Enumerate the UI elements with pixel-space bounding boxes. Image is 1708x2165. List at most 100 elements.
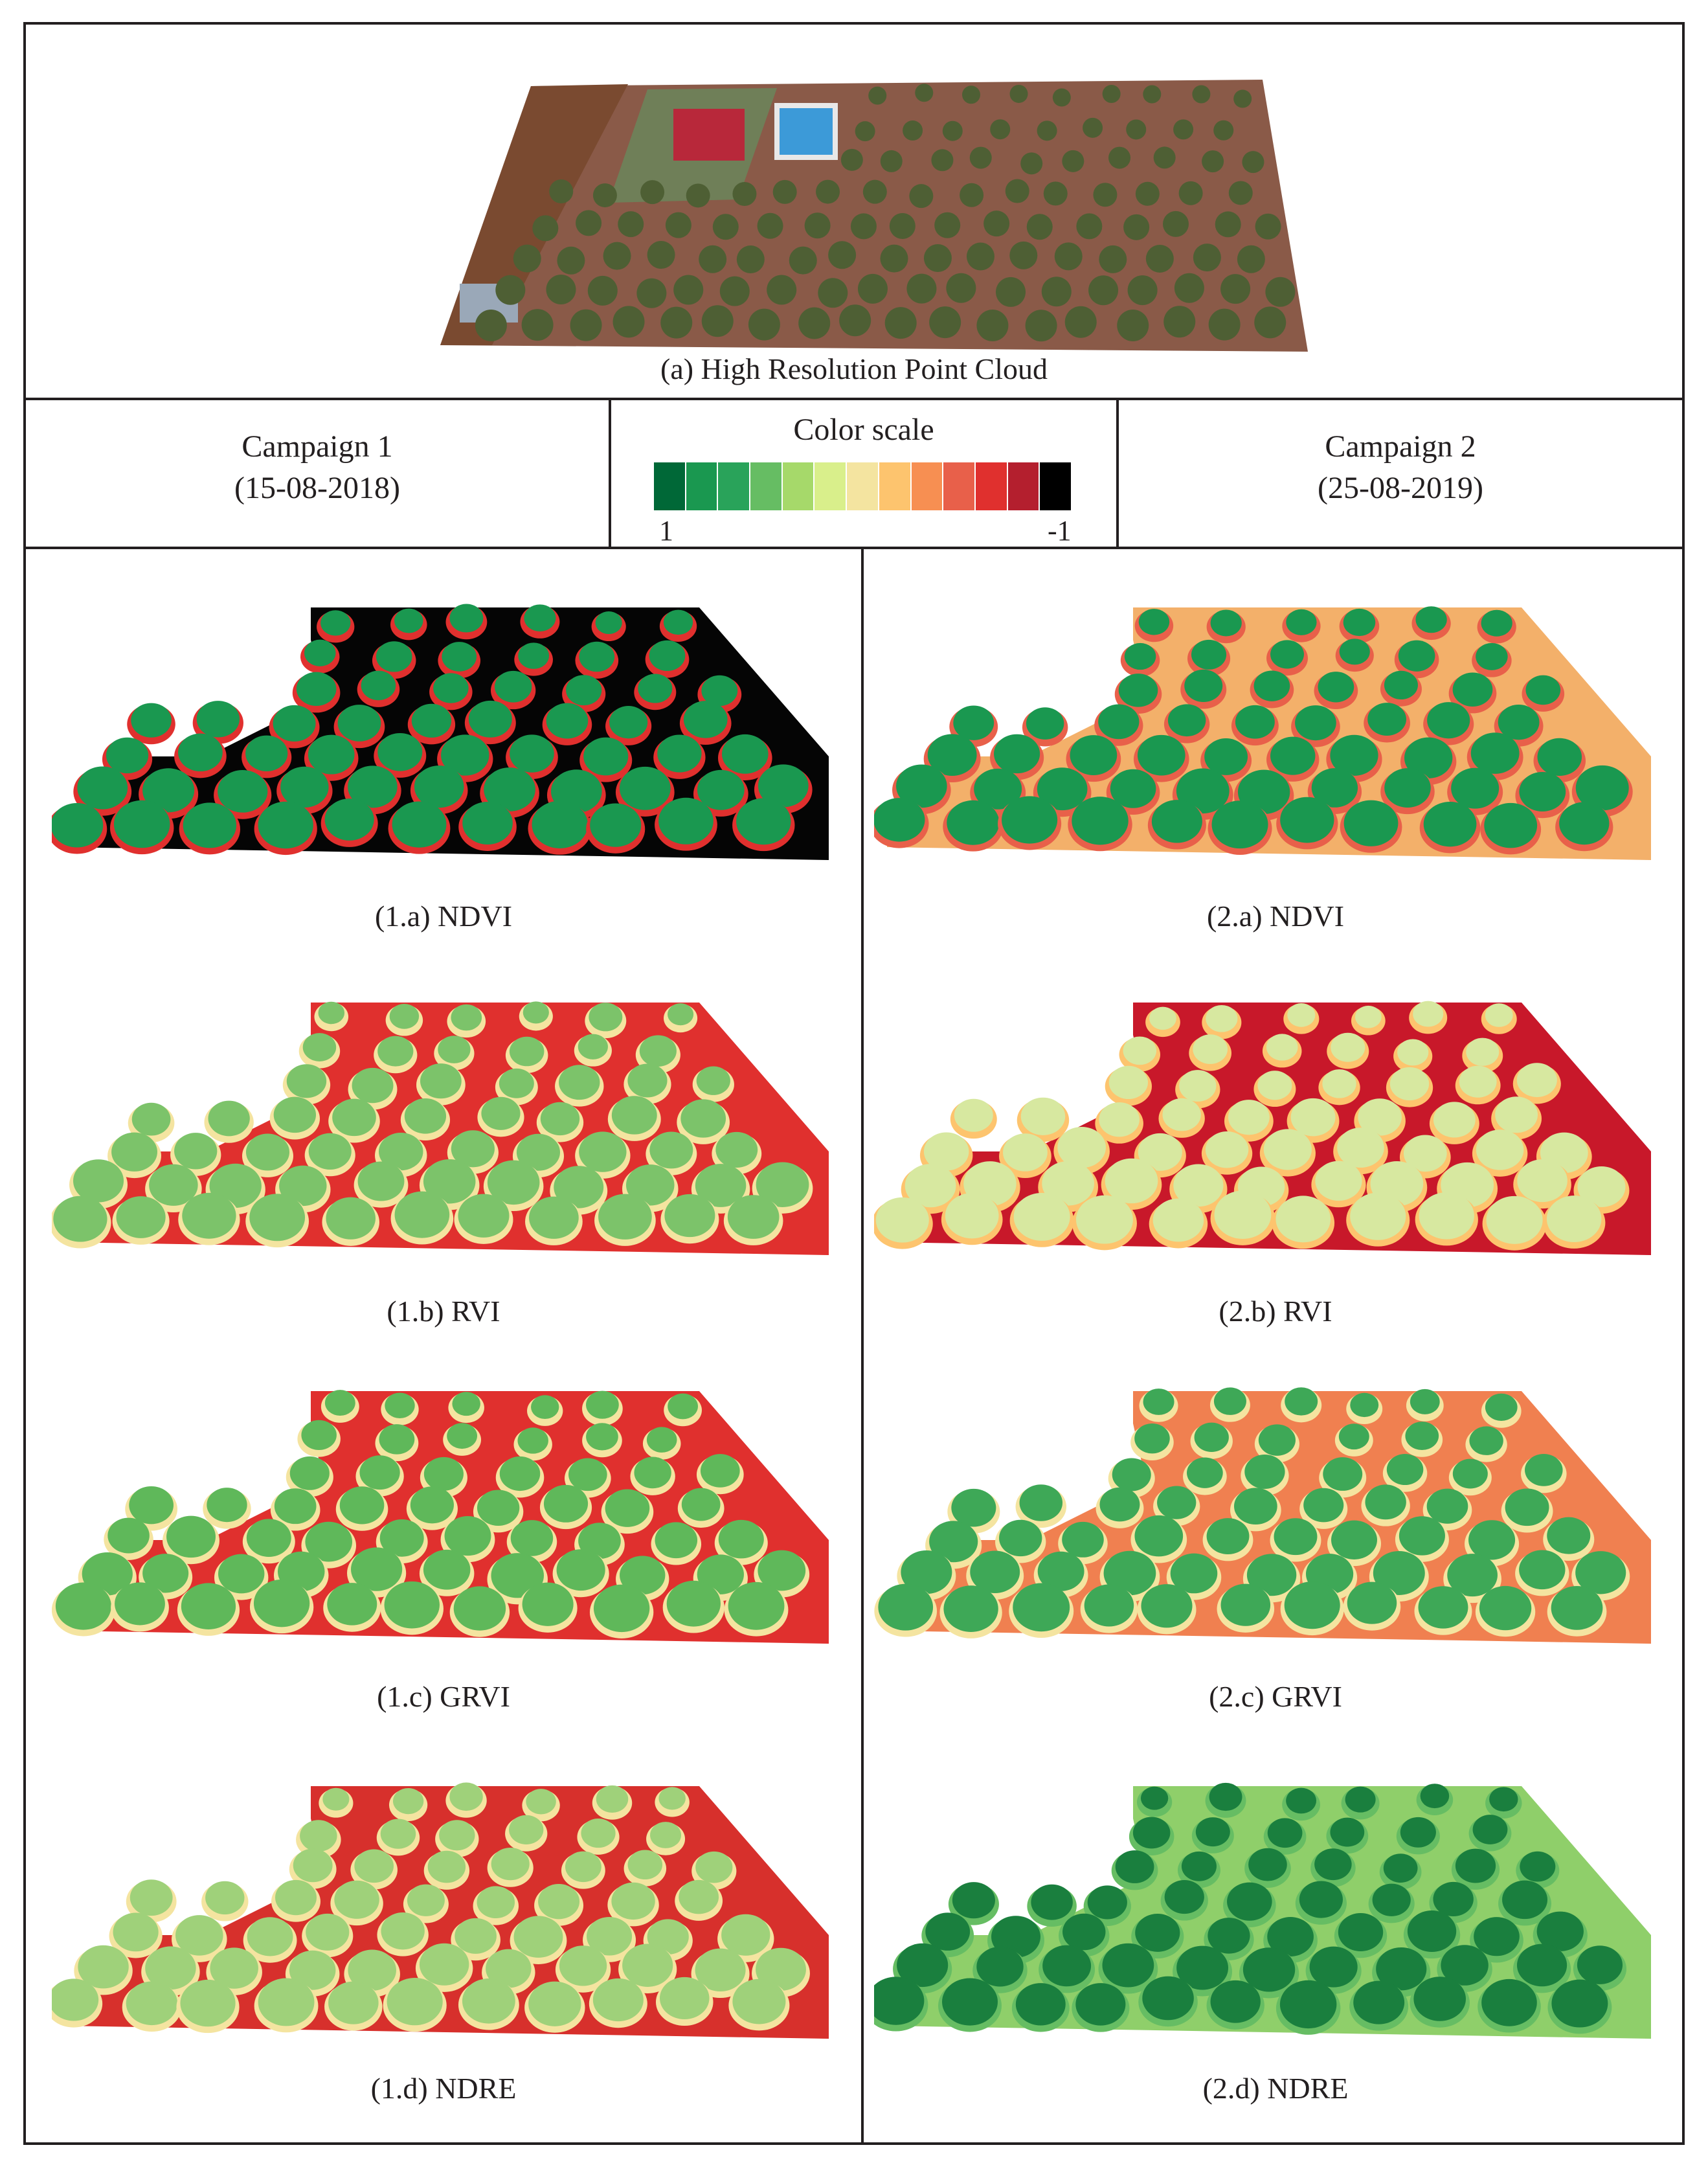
tree-canopy (1205, 1131, 1249, 1168)
tree-canopy (52, 1978, 99, 2021)
tree-canopy (352, 1067, 394, 1104)
tree-canopy (1358, 1098, 1402, 1136)
tree-canopy (246, 1519, 291, 1557)
olive-tree (1242, 151, 1264, 174)
tree-canopy (1062, 1913, 1106, 1951)
tree-canopy (1525, 1454, 1563, 1486)
olive-tree (880, 150, 903, 172)
tree-canopy (596, 1785, 629, 1813)
tree-canopy (420, 1063, 462, 1099)
tree-canopy (53, 1196, 107, 1242)
tree-canopy (451, 1004, 482, 1031)
tree-canopy (524, 604, 556, 631)
tree-canopy (196, 701, 240, 738)
tree-canopy (947, 800, 1000, 845)
tree-canopy (1253, 670, 1290, 701)
tree-canopy (728, 1581, 785, 1630)
olive-tree (915, 84, 934, 102)
tree-canopy (586, 1423, 618, 1451)
tree-canopy (296, 672, 337, 706)
tree-canopy (509, 1815, 544, 1845)
tree-canopy (273, 705, 316, 742)
tree-canopy (494, 670, 532, 703)
olive-tree (969, 146, 992, 169)
tree-canopy (1299, 1881, 1343, 1918)
rvi-map-2018 (52, 1001, 829, 1255)
tree-canopy (1013, 1192, 1070, 1241)
olive-tree (1117, 309, 1149, 341)
tree-canopy (1108, 1065, 1149, 1100)
tree-canopy (1099, 1487, 1140, 1522)
olive-tree (1228, 181, 1253, 205)
olive-tree (1163, 306, 1196, 338)
olive-tree (1193, 244, 1221, 272)
tree-canopy (649, 640, 686, 672)
tree-canopy (579, 641, 615, 672)
tree-canopy (1274, 1518, 1318, 1556)
tree-canopy (1105, 1158, 1158, 1204)
tree-canopy (181, 1583, 236, 1629)
olive-tree (736, 245, 765, 274)
tree-canopy (175, 1915, 223, 1956)
olive-tree (1220, 274, 1251, 304)
tree-canopy (337, 705, 381, 742)
tree-canopy (1266, 1034, 1298, 1061)
tree-canopy (1002, 796, 1058, 844)
panel-2c-caption: (2.c) GRVI (1209, 1680, 1342, 1713)
olive-tree (1213, 120, 1234, 141)
tree-canopy (1318, 672, 1354, 703)
tree-canopy (1099, 1102, 1140, 1137)
tree-canopy (126, 1981, 178, 2026)
point-cloud-section: (a) High Resolution Point Cloud (26, 25, 1682, 400)
tree-canopy (1042, 1945, 1092, 1987)
tree-canopy (1472, 1815, 1508, 1844)
tree-canopy (619, 766, 671, 810)
olive-tree (712, 214, 739, 240)
tree-canopy (683, 701, 728, 738)
divider (861, 549, 864, 2142)
tree-canopy (245, 735, 288, 772)
tree-canopy (622, 1944, 673, 1987)
tree-canopy (1386, 1454, 1424, 1486)
tree-canopy (376, 641, 412, 672)
tree-canopy (207, 1488, 247, 1523)
tree-canopy (522, 1582, 574, 1626)
tree-canopy (1176, 1945, 1229, 1990)
tree-canopy (1365, 1484, 1406, 1520)
tree-canopy (1427, 702, 1470, 739)
tree-canopy (1115, 1850, 1154, 1883)
tree-canopy (477, 1886, 515, 1919)
tree-canopy (407, 1884, 445, 1916)
tree-canopy (1505, 1488, 1549, 1526)
olive-tree (1153, 146, 1176, 169)
olive-tree (976, 310, 1009, 342)
campaign-1-header: Campaign 1 (15-08-2018) (26, 426, 609, 509)
tree-canopy (1194, 1422, 1229, 1453)
tree-canopy (1331, 1520, 1377, 1559)
color-swatch (911, 462, 944, 510)
olive-tree (1026, 214, 1053, 240)
panel-2d-caption: (2.d) NDRE (1202, 2072, 1349, 2105)
tree-canopy (1110, 769, 1156, 808)
tree-canopy (1546, 1196, 1602, 1243)
tree-canopy (611, 1096, 657, 1135)
tree-canopy (581, 1818, 616, 1848)
olive-tree (1025, 310, 1057, 342)
tree-canopy (1433, 1881, 1474, 1916)
olive-tree (1178, 181, 1203, 205)
tree-canopy (1102, 1943, 1154, 1988)
tree-canopy (1384, 768, 1431, 808)
olive-tree (592, 183, 617, 208)
tree-canopy (1455, 1848, 1496, 1883)
olive-tree (701, 305, 734, 337)
tree-canopy (308, 734, 355, 775)
olive-tree (660, 306, 693, 339)
tree-canopy (423, 1549, 471, 1590)
olive-tree (990, 119, 1011, 140)
tree-canopy (1037, 767, 1088, 811)
tree-canopy (1337, 1128, 1384, 1168)
tree-canopy (182, 1192, 236, 1239)
tree-canopy (736, 798, 791, 845)
tree-canopy (275, 1879, 317, 1916)
tree-canopy (392, 1787, 424, 1815)
